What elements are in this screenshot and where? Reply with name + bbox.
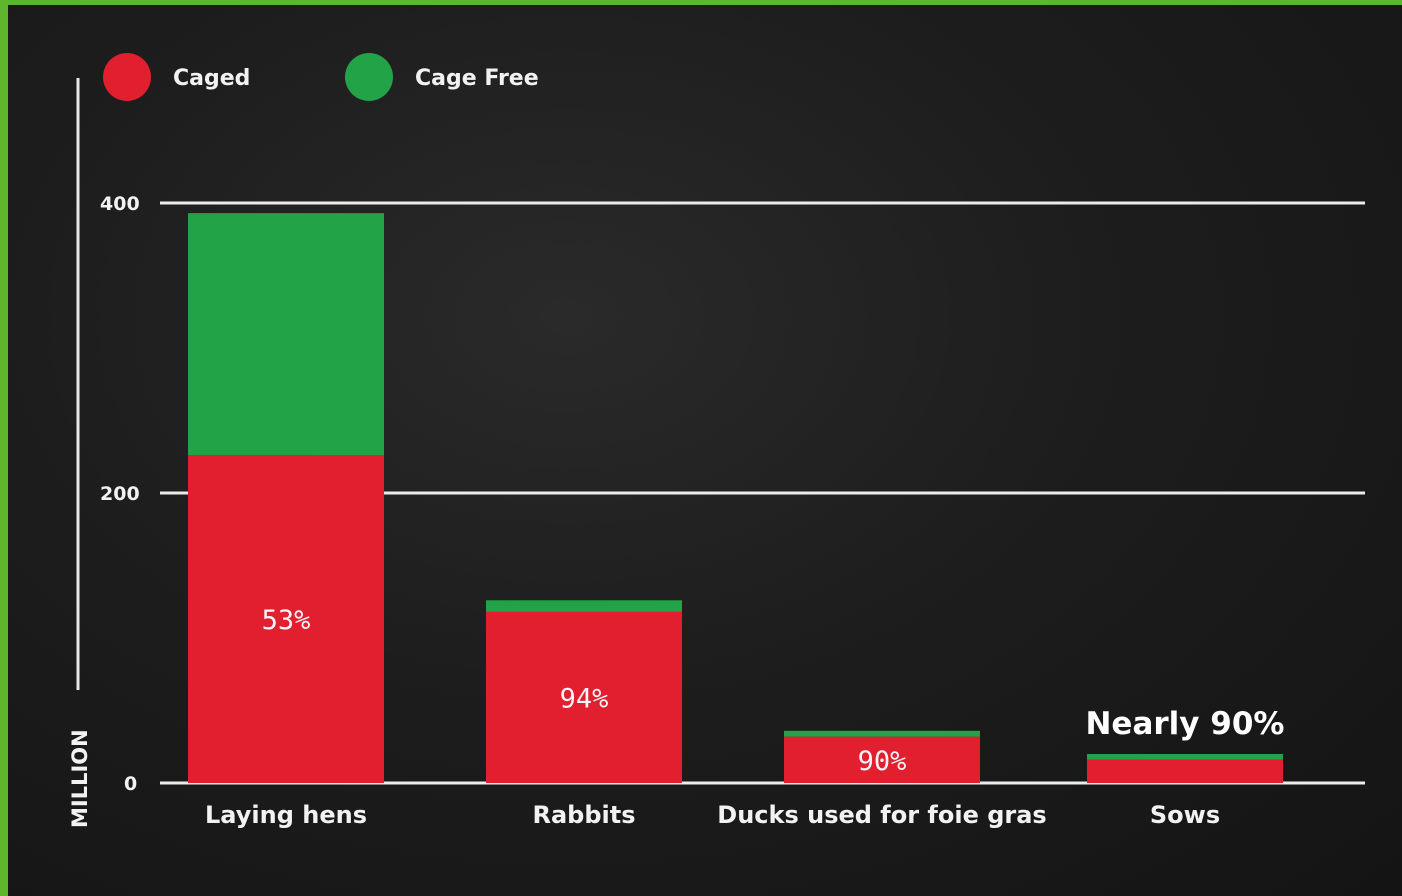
bar-value-label-0: 53%	[262, 605, 311, 636]
bar-0-caged	[188, 455, 384, 783]
legend-label-0: Caged	[173, 66, 250, 91]
bar-2-cage-free	[784, 730, 980, 737]
x-category-label-2: Ducks used for foie gras	[717, 801, 1046, 829]
x-category-label-0: Laying hens	[205, 801, 367, 829]
x-category-label-1: Rabbits	[532, 801, 635, 829]
legend-label-1: Cage Free	[415, 66, 539, 91]
x-category-label-3: Sows	[1150, 801, 1220, 829]
bar-0-cage-free	[188, 213, 384, 456]
bar-value-label-2: 90%	[858, 746, 907, 777]
bar-callout-label: Nearly 90%	[1085, 706, 1284, 742]
legend-swatch-0	[103, 53, 151, 101]
bar-2-caged	[784, 736, 980, 783]
bar-1-caged	[486, 611, 682, 783]
y-tick-label-200: 200	[100, 483, 140, 505]
legend-swatch-1	[345, 53, 393, 101]
bar-1-cage-free	[486, 600, 682, 612]
bar-3-cage-free	[1087, 754, 1283, 760]
bar-value-label-1: 94%	[560, 683, 609, 714]
y-tick-label-0: 0	[124, 773, 137, 795]
y-tick-label-400: 400	[100, 193, 140, 215]
bar-3-caged	[1087, 759, 1283, 783]
y-axis-label: MILLION	[68, 729, 92, 828]
